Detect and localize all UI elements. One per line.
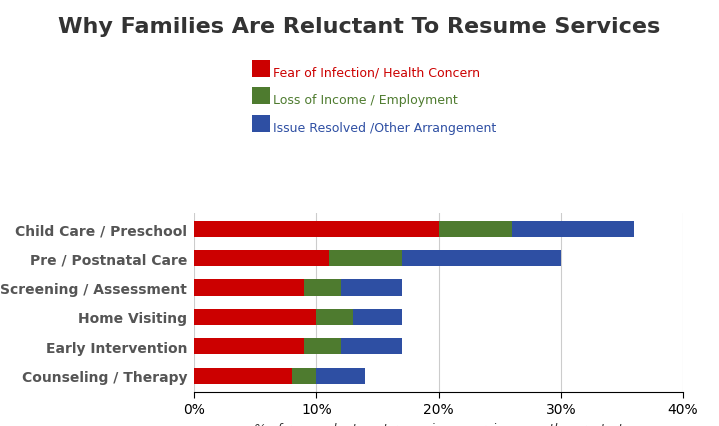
Text: Loss of Income / Employment: Loss of Income / Employment [273,94,458,106]
Bar [292,368,316,384]
Bar [194,338,304,354]
Bar [194,368,292,384]
Bar [341,338,402,354]
Bar [194,221,439,237]
Bar [353,309,402,325]
Bar [402,250,561,267]
Text: Issue Resolved /Other Arrangement: Issue Resolved /Other Arrangement [273,121,497,134]
Bar [304,280,341,296]
Bar [194,250,329,267]
Bar [316,309,353,325]
Text: Fear of Infection/ Health Concern: Fear of Infection/ Health Concern [273,66,480,79]
Bar [194,280,304,296]
Bar [512,221,634,237]
Bar [439,221,512,237]
X-axis label: % of respondents not resuming a service once they restart: % of respondents not resuming a service … [254,422,623,426]
Bar [194,309,316,325]
Bar [341,280,402,296]
Bar [329,250,402,267]
Bar [316,368,365,384]
Text: Why Families Are Reluctant To Resume Services: Why Families Are Reluctant To Resume Ser… [58,17,661,37]
Bar [304,338,341,354]
